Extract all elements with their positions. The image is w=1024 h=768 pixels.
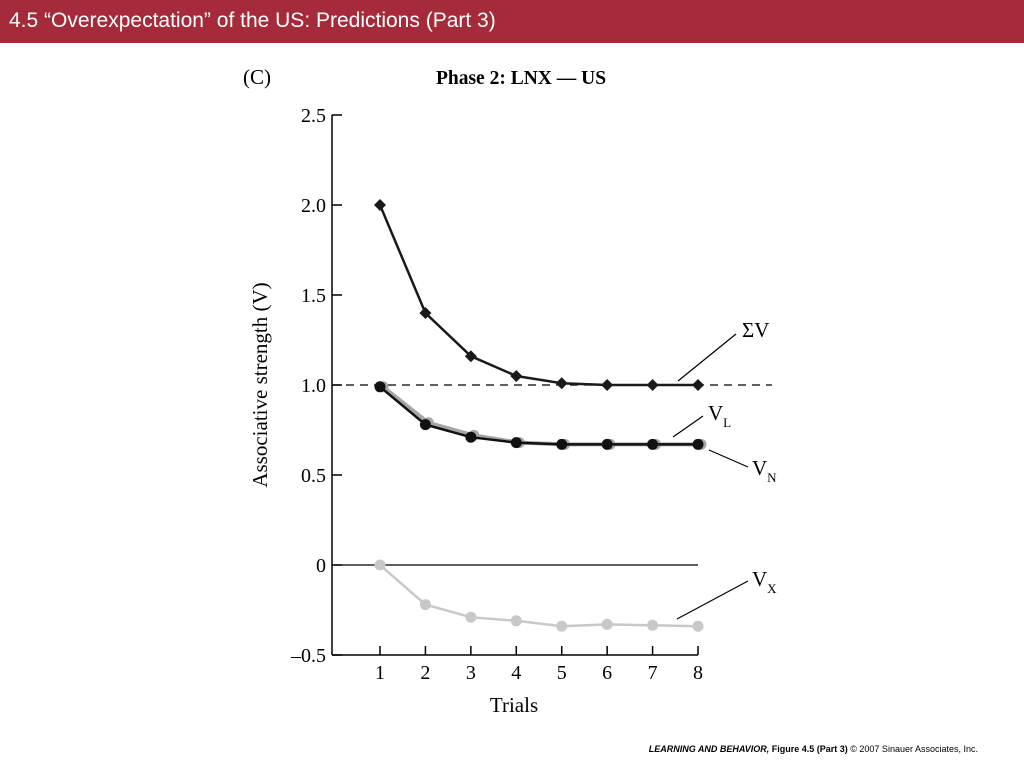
leader-line-VN [708,449,749,468]
x-tick-label: 7 [648,662,658,684]
series-label-VL: VL [708,401,731,430]
x-tick-label: 4 [511,662,521,684]
axes: –0.5 0 0.5 1.0 1.5 2.0 2.5 1 2 3 4 5 6 7 8 [290,105,703,684]
x-tick-label: 5 [557,662,567,684]
point-VN [647,438,659,450]
series-line-VL [381,385,702,447]
point-VN [419,419,431,431]
point-sumV [510,370,523,382]
series-label-subscript: L [723,415,731,430]
leader-line-sumV [677,333,737,382]
series-label-VN: VN [752,456,777,485]
chart-title: Phase 2: LNX — US [436,68,606,89]
point-VX [374,559,386,571]
credit-book: LEARNING AND BEHAVIOR, [648,744,770,754]
point-VN [465,431,477,443]
slide-title: 4.5 “Overexpectation” of the US: Predict… [9,9,496,32]
series-label-subscript: X [767,581,777,596]
series-line-sumV [378,204,699,387]
point-sumV [464,350,477,363]
point-VX [601,618,613,630]
x-tick-label: 1 [375,662,385,684]
y-tick-label: 0.5 [301,465,326,487]
series-sumV [374,199,705,391]
x-tick-label: 6 [602,662,612,684]
point-VN [374,381,386,393]
point-sumV [692,379,705,391]
y-tick-label: 2.0 [301,195,326,217]
point-VX [692,620,704,632]
leader-line-VL [672,415,704,438]
leader-line-VX [676,580,749,620]
point-VN [692,438,704,450]
x-axis-label: Trials [490,693,538,717]
point-VX [419,599,431,611]
point-VX [465,611,477,623]
series-label-subscript: N [767,470,777,485]
series-label-main: ΣV [742,318,769,342]
x-tick-label: 8 [693,662,703,684]
series-VX [374,559,704,632]
point-sumV [601,379,614,391]
point-VX [647,619,659,631]
y-tick-label: 1.5 [301,285,326,307]
point-VX [510,615,522,627]
x-tick-label: 2 [420,662,430,684]
point-sumV [374,199,386,211]
y-tick-label: –0.5 [290,645,326,667]
series-label-main: V [752,456,767,480]
point-VN [601,438,613,450]
figure-credit: LEARNING AND BEHAVIOR, Figure 4.5 (Part … [649,744,978,754]
point-VN [510,437,522,449]
point-sumV [555,377,568,390]
x-tick-label: 3 [466,662,476,684]
series-VN [374,381,704,450]
slide-header: 4.5 “Overexpectation” of the US: Predict… [0,0,1024,43]
credit-figure: Figure 4.5 (Part 3) [771,744,848,754]
reference-lines [332,384,772,566]
point-VX [556,620,568,632]
panel-label: (C) [243,65,271,89]
series-label-main: V [708,401,723,425]
point-sumV [419,307,432,319]
y-tick-label: 2.5 [301,105,326,127]
series-layer [374,199,707,632]
series-label-sumV: ΣV [742,318,769,342]
series-VL [377,381,707,450]
credit-copyright: © 2007 Sinauer Associates, Inc. [850,744,978,754]
point-VN [556,438,568,450]
series-line-VX [379,564,699,628]
y-axis-label: Associative strength (V) [248,282,272,487]
series-label-VX: VX [752,567,777,596]
series-label-main: V [752,567,767,591]
series-line-VN [379,385,699,446]
y-tick-label: 1.0 [301,375,326,397]
y-tick-label: 0 [316,555,326,577]
point-sumV [646,379,659,391]
